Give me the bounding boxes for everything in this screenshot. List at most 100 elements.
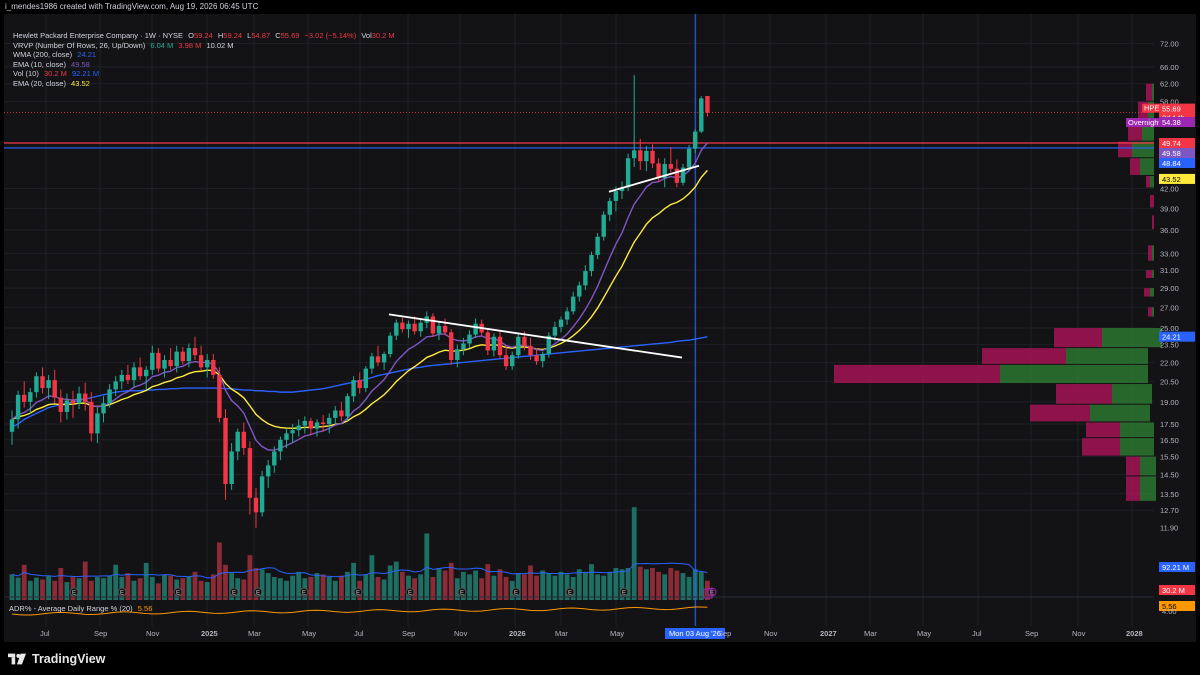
price-axis-label: 12.70 (1160, 506, 1179, 515)
candle-body (205, 359, 210, 368)
candle (223, 409, 228, 500)
candle (247, 441, 253, 515)
candle (327, 413, 332, 434)
volume-profile-up-bar (1152, 245, 1154, 261)
volume-bar (247, 555, 253, 600)
volume-bar (668, 568, 674, 600)
candle (229, 443, 234, 490)
earnings-label: E (302, 591, 306, 597)
earnings-label: E (514, 591, 518, 597)
earnings-icon (565, 587, 575, 597)
candle-body (546, 335, 551, 354)
candle (632, 75, 637, 167)
candle (546, 332, 551, 358)
price-chart-svg[interactable]: 72.00 66.00 62.00 58.00 42.00 39.00 36.00 33.00… (4, 14, 1196, 642)
candle (113, 376, 118, 397)
earnings-marker: E (229, 587, 239, 597)
ohlc-low-label: L (247, 31, 252, 40)
candle (150, 345, 155, 375)
volume-bar (448, 562, 454, 600)
legend-vrvp-row[interactable]: VRVP (Number Of Rows, 26, Up/Down) 6.04 … (13, 41, 395, 51)
price-axis-label: 29.00 (1160, 284, 1179, 293)
candle (9, 410, 15, 445)
adr-value: 5.56 (137, 604, 153, 613)
volume-profile-down-bar (982, 348, 1066, 364)
candle-body (558, 319, 564, 327)
ohlc-high-label: H (217, 31, 224, 40)
legend-value: 3.98 M (178, 40, 202, 50)
candle (577, 281, 582, 302)
candle-body (680, 167, 686, 183)
candle-body (241, 431, 246, 449)
candle-body (284, 433, 289, 440)
candle (540, 351, 545, 368)
candle-body (168, 359, 173, 367)
volume-bar (88, 580, 94, 600)
price-axis-label: 17.50 (1160, 420, 1179, 429)
tradingview-logo: TradingView (8, 652, 105, 666)
price-axis-label: 14.50 (1160, 471, 1179, 480)
legend-value: 43.52 (71, 78, 90, 88)
volume-bar (21, 564, 27, 600)
candle (351, 376, 356, 402)
earnings-marker: E (511, 587, 521, 597)
candle (217, 367, 222, 423)
candle-body (583, 271, 588, 286)
ema20-price-label-bg (1159, 173, 1195, 184)
candle-body (699, 98, 704, 132)
volume-profile-up-bar (1150, 288, 1154, 297)
volume-bar (686, 576, 692, 600)
volume-bar (296, 571, 302, 600)
legend-ema10-row[interactable]: EMA (10, close) 49.58 (13, 60, 395, 70)
volume-profile-up-bar (1140, 456, 1156, 476)
time-axis-label: May (917, 629, 931, 638)
candle-body (686, 148, 692, 168)
candle (473, 318, 478, 338)
volume-profile-down-bar (1152, 215, 1154, 229)
candle (461, 337, 466, 356)
candle-body (22, 394, 27, 402)
volume-bar (278, 578, 283, 600)
volume-profile-down-bar (1130, 158, 1140, 175)
candle-body (58, 397, 63, 412)
tradingview-logo-icon (8, 653, 26, 665)
candle (497, 331, 503, 359)
candle-body (656, 163, 661, 178)
volume-bar (485, 564, 491, 600)
chart-panel[interactable]: 72.00 66.00 62.00 58.00 42.00 39.00 36.00 33.00… (4, 14, 1196, 642)
footer-bar (0, 643, 1200, 675)
candle (284, 428, 289, 449)
volume-bar (101, 578, 106, 600)
price-axis-label: 66.00 (1160, 63, 1179, 72)
candle-body (662, 164, 667, 178)
price-axis-label: 16.50 (1160, 436, 1179, 445)
price-axis-label: 33.00 (1160, 249, 1179, 258)
candle-body (137, 367, 143, 377)
candle-body (302, 420, 307, 426)
volume-bar (619, 569, 625, 600)
candle-body (333, 410, 338, 418)
candle-body (351, 380, 356, 397)
volume-bar (442, 570, 448, 600)
volume-bar (82, 561, 88, 600)
legend-vol-row[interactable]: Vol (10) 30.2 M 92.21 M (13, 69, 395, 79)
price-axis-label: 19.00 (1160, 398, 1179, 407)
candle (186, 343, 192, 368)
ohlc-open-label: O (188, 31, 194, 40)
candle-body (528, 345, 533, 356)
legend-title-row[interactable]: Hewlett Packard Enterprise Company · 1W … (13, 31, 395, 41)
volume-bar (625, 568, 631, 600)
candle-body (394, 322, 399, 336)
time-axis-label: May (610, 629, 624, 638)
legend-ema20-row[interactable]: EMA (20, close) 43.52 (13, 79, 395, 89)
candle (564, 307, 570, 325)
volume-bar (9, 574, 15, 600)
legend-wma-row[interactable]: WMA (200, close) 24.21 (13, 50, 395, 60)
ohlc-close: 55.69 (280, 31, 300, 40)
adr-legend[interactable]: ADR% - Average Daily Range % (20) 5.56 (9, 604, 152, 613)
candle (394, 319, 399, 341)
volume-bar (491, 575, 497, 600)
candle (15, 390, 21, 429)
volume-bar (235, 578, 241, 600)
legend-value: 49.58 (71, 59, 90, 69)
